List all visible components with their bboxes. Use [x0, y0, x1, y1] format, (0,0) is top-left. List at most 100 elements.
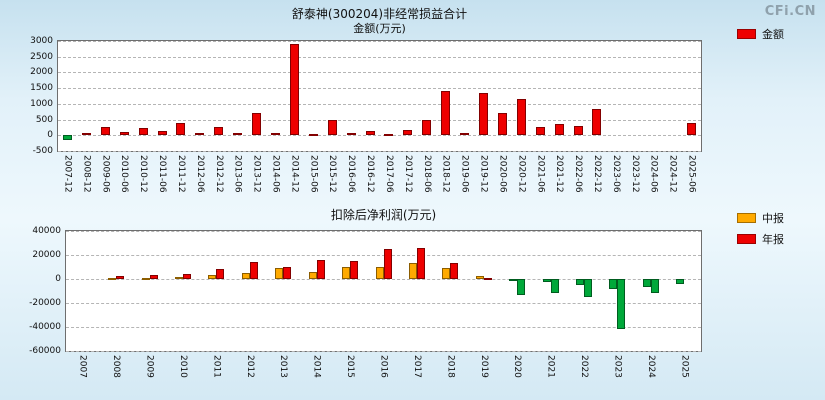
bar: [642, 279, 651, 288]
x-tick-label: 2013-06: [232, 155, 243, 193]
bar: [289, 44, 299, 136]
bar: [617, 279, 626, 330]
x-tick-label: 2016-12: [365, 155, 376, 193]
x-tick-label: 2019: [478, 355, 489, 378]
bar: [442, 268, 451, 279]
bar: [81, 133, 91, 136]
y-tick-label: -500: [32, 146, 53, 156]
bar: [497, 113, 507, 136]
x-tick-label: 2012: [244, 355, 255, 378]
gridline: [66, 231, 701, 232]
y-tick-label: -40000: [29, 322, 61, 332]
x-tick-label: 2018-06: [421, 155, 432, 193]
bar: [422, 119, 432, 136]
bar: [252, 113, 262, 136]
bar: [375, 267, 384, 279]
bar: [483, 277, 492, 280]
bar: [384, 134, 394, 137]
x-tick-label: 2024: [645, 355, 656, 378]
bar: [249, 262, 258, 279]
bar: [141, 277, 150, 280]
interim-swatch-icon: [737, 213, 756, 223]
x-tick-label: 2012-12: [213, 155, 224, 193]
x-tick-label: 2024-12: [667, 155, 678, 193]
top-chart-legend: 金额: [737, 26, 784, 42]
x-tick-label: 2014: [311, 355, 322, 378]
bar: [182, 273, 191, 279]
bar: [687, 122, 697, 136]
x-tick-label: 2017-06: [383, 155, 394, 193]
bar: [403, 130, 413, 136]
bar: [308, 271, 317, 279]
bar: [460, 133, 470, 136]
x-tick-label: 2024-06: [648, 155, 659, 193]
x-tick-label: 2023: [612, 355, 623, 378]
bar: [316, 259, 325, 279]
x-tick-label: 2023-06: [610, 155, 621, 193]
bar: [176, 122, 186, 136]
bar: [554, 124, 564, 136]
gridline: [66, 279, 701, 280]
bar: [270, 133, 280, 136]
gridline: [58, 56, 701, 58]
x-tick-label: 2013: [278, 355, 289, 378]
x-tick-label: 2016-06: [346, 155, 357, 193]
x-tick-label: 2014-12: [289, 155, 300, 193]
y-tick-label: 0: [55, 274, 61, 284]
bar: [346, 133, 356, 136]
x-tick-label: 2012-06: [194, 155, 205, 193]
bar: [650, 279, 659, 294]
x-tick-label: 2022: [579, 355, 590, 378]
y-tick-label: -60000: [29, 346, 61, 356]
x-tick-label: 2020-06: [497, 155, 508, 193]
x-tick-label: 2020: [512, 355, 523, 378]
bar: [609, 279, 618, 289]
x-tick-label: 2019-06: [459, 155, 470, 193]
bar: [195, 132, 205, 136]
x-tick-label: 2007: [77, 355, 88, 378]
y-tick-label: -20000: [29, 298, 61, 308]
bar: [342, 267, 351, 279]
x-tick-label: 2010: [177, 355, 188, 378]
bar: [584, 279, 593, 297]
x-tick-label: 2015: [345, 355, 356, 378]
bar: [116, 276, 125, 279]
x-tick-label: 2008-12: [81, 155, 92, 193]
x-tick-label: 2025: [679, 355, 690, 378]
bar: [576, 279, 585, 285]
bar: [275, 267, 284, 279]
x-tick-label: 2010-12: [138, 155, 149, 193]
gridline: [58, 41, 701, 42]
bar: [516, 99, 526, 136]
y-tick-label: 2500: [30, 51, 53, 62]
bar: [517, 279, 526, 295]
annual-swatch-icon: [737, 234, 756, 244]
legend-item-interim: 中报: [737, 210, 784, 226]
bar: [62, 135, 72, 140]
x-tick-label: 2018-12: [440, 155, 451, 193]
bottom-chart-title: 扣除后净利润(万元): [330, 208, 437, 222]
y-tick-label: 1500: [30, 83, 53, 94]
bar: [174, 276, 183, 279]
bar: [479, 92, 488, 136]
legend-label-interim: 中报: [762, 212, 784, 225]
x-tick-label: 2021-12: [554, 155, 565, 193]
cfi-logo: CFi.CN: [764, 4, 816, 19]
bar: [108, 278, 117, 281]
x-tick-label: 2007-12: [62, 155, 73, 193]
bar: [416, 247, 425, 279]
bar: [365, 131, 375, 136]
bar: [475, 276, 484, 279]
y-tick-label: 1000: [30, 98, 53, 109]
bar: [241, 273, 250, 279]
y-tick-label: 40000: [32, 226, 61, 236]
bar: [383, 249, 392, 279]
bar: [542, 279, 551, 282]
x-tick-label: 2023-12: [629, 155, 640, 193]
x-tick-label: 2022-06: [573, 155, 584, 193]
gridline: [66, 351, 701, 352]
x-tick-label: 2025-06: [686, 155, 697, 193]
x-tick-label: 2011: [211, 355, 222, 378]
x-tick-label: 2009-06: [100, 155, 111, 193]
x-tick-label: 2018: [445, 355, 456, 378]
